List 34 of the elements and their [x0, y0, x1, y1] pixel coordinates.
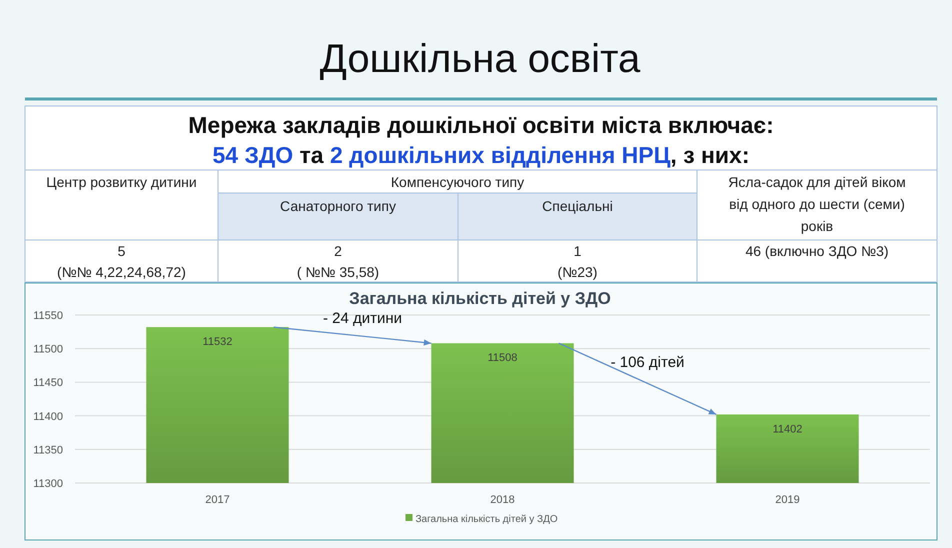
text: ( №№ 35,58) [296, 264, 380, 280]
y-tick-label: 11300 [33, 478, 63, 490]
legend-label: Загальна кількість дітей у ЗДО [416, 514, 558, 525]
x-tick-label: 2018 [490, 494, 515, 506]
text: 2 дошкільних відділення НРЦ [330, 142, 671, 168]
text: 46 (включно ЗДО №3) [745, 243, 889, 259]
text: Компенсуючого типу [390, 174, 524, 190]
text: Дошкільна освіта [320, 37, 641, 81]
text: Спеціальні [542, 198, 613, 214]
text: (№23) [558, 264, 598, 280]
text: , з них: [670, 142, 750, 168]
data-label: 11508 [488, 352, 518, 364]
data-label: 11532 [202, 336, 232, 348]
y-tick-label: 11350 [33, 444, 63, 456]
y-tick-label: 11450 [33, 377, 63, 390]
text: 2 [334, 243, 342, 259]
text: Центр розвитку дитини [46, 174, 197, 190]
text: Санаторного типу [280, 198, 396, 214]
text: та [293, 142, 330, 168]
text: 1 [574, 243, 582, 259]
annotation: - 24 дитини [322, 310, 402, 328]
y-tick-label: 11400 [33, 410, 63, 423]
chart-title: Загальна кількість дітей у ЗДО [349, 289, 611, 308]
text: Ясла-садок для дітей віком від одного до шести (семи) років [728, 174, 906, 234]
y-tick-label: 11550 [33, 310, 63, 322]
text: Мережа закладів дошкільної освіти міста включає: [188, 112, 774, 138]
data-label: 11402 [772, 423, 802, 436]
x-tick-label: 2019 [775, 494, 800, 506]
text: 5 [118, 243, 126, 259]
text: 54 ЗДО [212, 142, 294, 168]
text: (№№ 4,22,24,68,72) [57, 264, 186, 280]
x-tick-label: 2017 [205, 494, 230, 506]
annotation: - 106 дітей [610, 354, 684, 371]
y-tick-label: 11500 [33, 344, 63, 356]
